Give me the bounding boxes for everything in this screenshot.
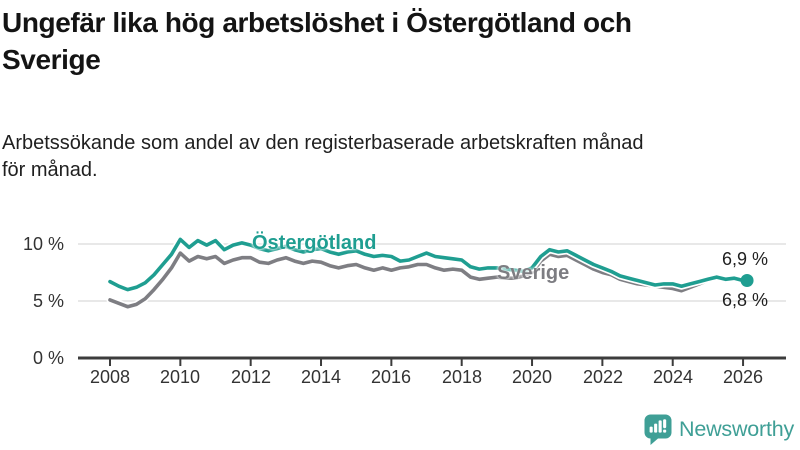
x-axis-tick-2024: 2024 (652, 367, 694, 387)
chart-subtitle: Arbetssökande som andel av den registerb… (2, 132, 644, 181)
x-axis-tick-2014: 2014 (300, 367, 342, 387)
end-value-label-sverige: 6,9 % (721, 249, 768, 269)
y-axis-tick-5: 5 % (32, 291, 64, 311)
x-axis-tick-2026: 2026 (722, 367, 764, 387)
newsworthy-logo: Newsworthy (644, 414, 794, 445)
x-axis-tick-2018: 2018 (441, 367, 483, 387)
x-axis-tick-2008: 2008 (89, 367, 131, 387)
x-axis-tick-2012: 2012 (230, 367, 272, 387)
x-axis-tick-2010: 2010 (159, 367, 201, 387)
newsworthy-speech-bubble-bar-chart-icon (644, 414, 672, 445)
chart-title: Ungefär lika hög arbetslöshet i Östergöt… (2, 7, 632, 76)
y-axis-tick-0: 0 % (32, 348, 64, 368)
y-axis-tick-10: 10 % (22, 234, 64, 254)
series-label-ostergotland: Östergötland (252, 232, 377, 254)
brand-name: Newsworthy (679, 417, 795, 441)
series-label-sverige: Sverige (497, 262, 570, 284)
x-axis-tick-2022: 2022 (582, 367, 624, 387)
end-value-label-ostergotland: 6,8 % (721, 290, 768, 310)
x-axis-tick-2020: 2020 (511, 367, 553, 387)
line-series-ostergotland (108, 237, 745, 292)
end-point-dot (740, 273, 754, 287)
x-axis-tick-2016: 2016 (370, 367, 412, 387)
